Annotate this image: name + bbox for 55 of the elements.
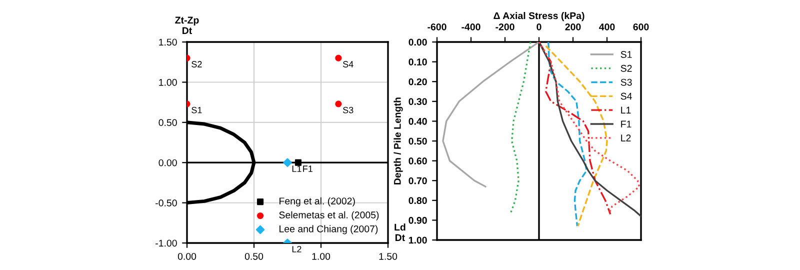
line-series bbox=[442, 42, 540, 188]
annotation: S3 bbox=[342, 106, 354, 114]
x-tick-label: 1.00 bbox=[312, 252, 330, 260]
x-tick-label: 200 bbox=[565, 23, 581, 30]
y-tick-label: 0.60 bbox=[408, 158, 427, 164]
y-tick-label: 0.70 bbox=[408, 177, 427, 184]
x-tick-label: 600 bbox=[633, 23, 649, 30]
y-tick-label: 0.20 bbox=[408, 78, 427, 86]
point bbox=[294, 159, 302, 166]
x-tick-label: 0 bbox=[536, 23, 542, 30]
x-tick-label: -200 bbox=[496, 23, 514, 30]
annotation: S2 bbox=[192, 61, 202, 68]
annotation: S4 bbox=[342, 61, 354, 68]
x-tick-label: 0.00 bbox=[178, 252, 196, 260]
annotation: L1 bbox=[292, 166, 302, 172]
x-axis-title: Δ Axial Stress (kPa) bbox=[494, 12, 584, 22]
y-tick-label: 1.00 bbox=[408, 236, 427, 244]
y-axis-title: Depth / Pile Length bbox=[394, 98, 403, 184]
legend-label: L1 bbox=[621, 106, 631, 114]
x-axis-title: Ld Dt bbox=[394, 223, 406, 242]
y-tick-label: 0.30 bbox=[408, 98, 427, 106]
y-tick-label: 0.10 bbox=[408, 58, 427, 66]
legend-label: Lee and Chiang (2007) bbox=[280, 225, 378, 234]
y-tick-label: -1.00 bbox=[156, 240, 177, 247]
legend-label: S4 bbox=[620, 92, 632, 100]
annotation: L2 bbox=[292, 246, 302, 252]
y-tick-label: 1.00 bbox=[159, 78, 177, 86]
legend-label: Selemetas et al. (2005) bbox=[279, 211, 379, 220]
y-tick-label: 0.00 bbox=[408, 38, 427, 46]
y-tick-label: -0.50 bbox=[156, 200, 177, 206]
legend-label: S2 bbox=[620, 64, 632, 72]
legend-label: S3 bbox=[620, 78, 632, 86]
y-tick-label: 0.40 bbox=[408, 118, 427, 125]
y-tick-label: 1.50 bbox=[159, 38, 177, 46]
legend-label: F1 bbox=[621, 120, 632, 128]
x-tick-label: 0.50 bbox=[244, 252, 264, 260]
annotation: F1 bbox=[303, 166, 312, 172]
x-tick-label: 400 bbox=[599, 23, 615, 30]
x-tick-label: -400 bbox=[462, 23, 480, 30]
y-tick-label: 0.90 bbox=[408, 216, 427, 224]
legend-label: L2 bbox=[621, 134, 631, 142]
legend-label: Feng et al. (2002) bbox=[280, 197, 355, 206]
y-tick-label: 0.00 bbox=[158, 159, 177, 166]
legend-label: S1 bbox=[620, 51, 632, 58]
line-series bbox=[538, 42, 612, 216]
y-axis-title: Zt-Zp Dt bbox=[175, 16, 199, 34]
line-series bbox=[548, 42, 588, 227]
point bbox=[283, 158, 292, 167]
line-series bbox=[510, 42, 532, 214]
x-tick-label: 1.50 bbox=[379, 252, 398, 260]
y-tick-label: 0.50 bbox=[158, 119, 177, 126]
y-tick-label: 0.50 bbox=[408, 138, 427, 145]
y-tick-label: 0.80 bbox=[408, 197, 427, 204]
x-tick-label: -600 bbox=[428, 23, 446, 30]
annotation: S1 bbox=[192, 106, 202, 114]
